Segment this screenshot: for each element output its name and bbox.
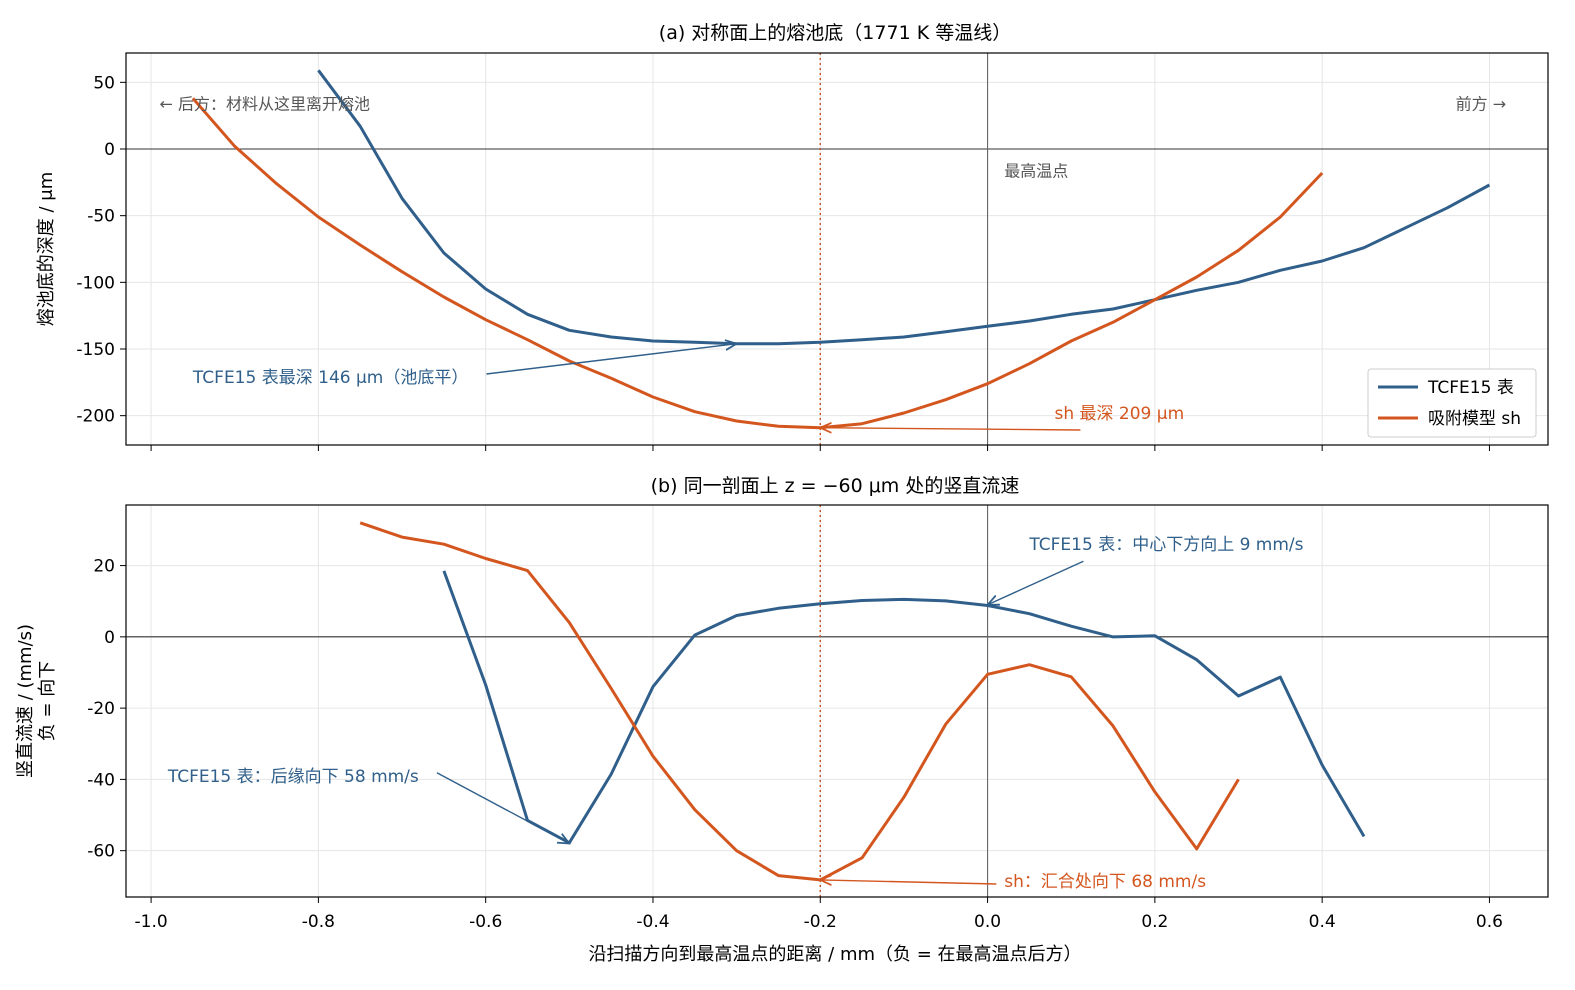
panel-a-x-ticks [150, 445, 1490, 451]
panel-b-x-axis-label: 沿扫描方向到最高温点的距离 / mm（负 = 在最高温点后方） [588, 944, 1081, 965]
legend-label-tcfe15: TCFE15 表 [1427, 378, 1514, 398]
y-tick-label--150: -150 [76, 340, 115, 360]
panel-b-y-label-line: 竖直流速 / (mm/s) [15, 624, 36, 778]
panel-b-annotations: TCFE15 表：中心下方向上 9 mm/s TCFE15 表：后缘向下 58 m… [167, 535, 1304, 892]
annotation-arrow [988, 560, 1084, 605]
annotation-arrow [820, 428, 1081, 430]
panel-b-title: (b) 同一剖面上 z = −60 μm 处的竖直流速 [651, 475, 1020, 497]
annotation-text: sh 最深 209 μm [1054, 404, 1184, 424]
x-tick-label--0p2: -0.2 [804, 912, 837, 932]
legend: TCFE15 表 吸附模型 sh [1367, 368, 1537, 438]
x-tick-label-0p4: 0.4 [1309, 912, 1336, 932]
panel-b-x-ticks: -1.0 -0.8 -0.6 -0.4 -0.2 0.0 0.2 0.4 0.6 [135, 897, 1503, 932]
panel-b-y-axis-label: 竖直流速 / (mm/s)负 = 向下 [15, 624, 58, 778]
panel-b-y-label-line: 负 = 向下 [37, 661, 58, 742]
y-tick-label-0: 0 [104, 140, 115, 160]
y-tick-label-20: 20 [93, 557, 115, 577]
y-tick-label-50: 50 [93, 73, 115, 93]
x-tick-label-0p0: 0.0 [974, 912, 1001, 932]
panel-a-title: (a) 对称面上的熔池底（1771 K 等温线） [659, 22, 1011, 44]
panel-b-grid [126, 505, 1548, 897]
annotation-arrow [820, 880, 997, 884]
annotation-text: TCFE15 表最深 146 μm（池底平） [192, 368, 468, 388]
series-line-tcfe15 [317, 69, 1491, 346]
legend-label-sh: 吸附模型 sh [1428, 409, 1521, 429]
panel-b-series [359, 521, 1366, 882]
x-tick-label-0p6: 0.6 [1476, 912, 1503, 932]
panel-a-y-ticks: 50 0 -50 -100 -150 -200 [76, 73, 126, 427]
panel-a-series [191, 69, 1491, 430]
annotation-text: 前方 → [1456, 95, 1507, 114]
y-tick-label--100: -100 [76, 273, 115, 293]
panel-b-y-ticks: 20 0 -20 -40 -60 [87, 557, 126, 862]
annotation-text: sh：汇合处向下 68 mm/s [1004, 872, 1206, 892]
annotation-text: ← 后方：材料从这里离开熔池 [159, 95, 369, 114]
y-tick-label--50: -50 [87, 207, 115, 227]
panel-a-annotations: ← 后方：材料从这里离开熔池 前方 → 最高温点 TCFE15 表最深 146 μm（… [159, 95, 1506, 430]
x-tick-label--1p0: -1.0 [135, 912, 168, 932]
x-tick-label--0p4: -0.4 [636, 912, 669, 932]
annotation-text: TCFE15 表：中心下方向上 9 mm/s [1028, 535, 1303, 555]
y-tick-label--20: -20 [87, 699, 115, 719]
y-tick-label--60: -60 [87, 842, 115, 862]
annotation-text: 最高温点 [1004, 161, 1068, 180]
annotation-arrow [436, 772, 569, 844]
y-tick-label-0: 0 [104, 628, 115, 648]
x-tick-label--0p6: -0.6 [469, 912, 502, 932]
y-tick-label--200: -200 [76, 407, 115, 427]
panel-a-depth: (a) 对称面上的熔池底（1771 K 等温线） 50 0 -50 -100 -150 -… [36, 22, 1549, 451]
panel-b-reference-lines [126, 505, 1548, 897]
panel-b-velocity: (b) 同一剖面上 z = −60 μm 处的竖直流速 -1.0 -0.8 -0.6… [15, 475, 1549, 965]
panel-b-frame [125, 504, 1549, 898]
series-line-sh [359, 521, 1240, 882]
y-tick-label--40: -40 [87, 770, 115, 790]
panel-a-y-axis-label: 熔池底的深度 / μm [36, 172, 57, 327]
annotation-arrow [486, 344, 736, 375]
series-line-sh [191, 97, 1324, 430]
x-tick-label--0p8: -0.8 [302, 912, 335, 932]
panel-a-reference-lines [126, 53, 1548, 445]
x-tick-label-0p2: 0.2 [1141, 912, 1168, 932]
annotation-text: TCFE15 表：后缘向下 58 mm/s [167, 767, 419, 787]
panel-a-frame [125, 52, 1549, 446]
